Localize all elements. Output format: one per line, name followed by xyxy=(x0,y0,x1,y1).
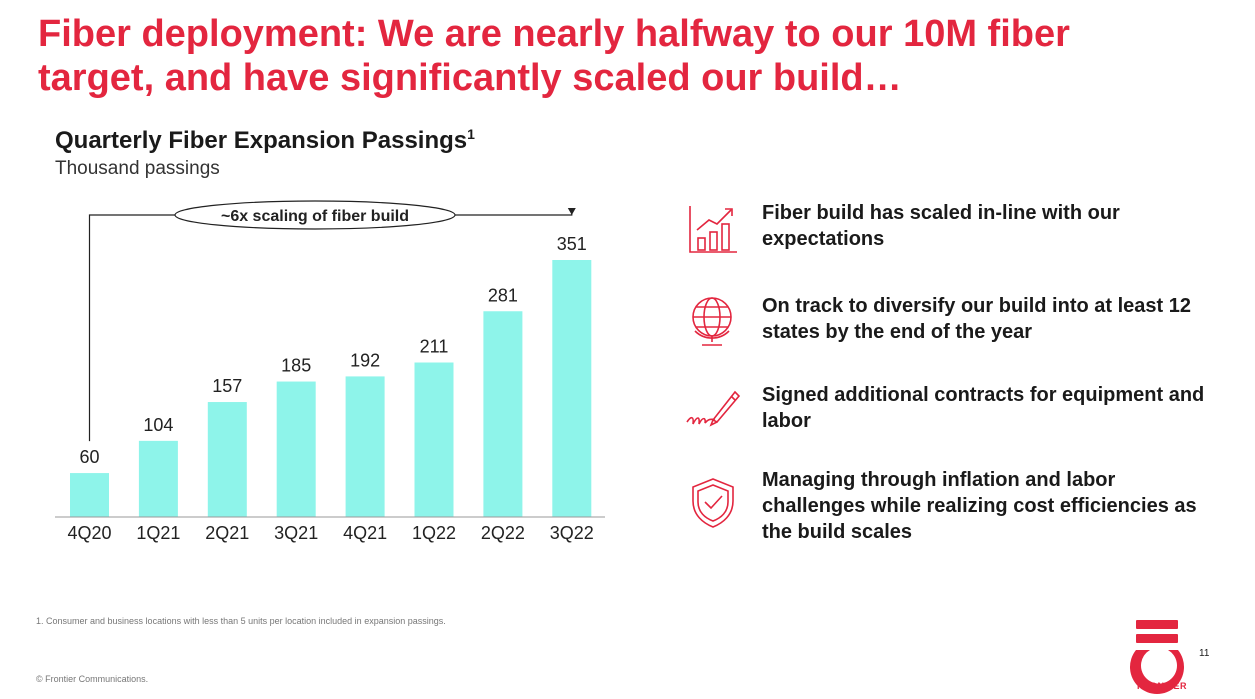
data-label-3Q21: 185 xyxy=(281,356,311,376)
key-point-2-text: On track to diversify our build into at … xyxy=(762,295,1191,343)
x-tick-4Q20: 4Q20 xyxy=(67,523,111,543)
frontier-logo xyxy=(1130,620,1184,694)
data-label-4Q20: 60 xyxy=(79,447,99,467)
data-label-2Q21: 157 xyxy=(212,376,242,396)
x-tick-3Q21: 3Q21 xyxy=(274,523,318,543)
page-number: 11 xyxy=(1199,648,1210,659)
data-label-3Q22: 351 xyxy=(557,234,587,254)
key-point-1-text: Fiber build has scaled in-line with our … xyxy=(762,202,1120,250)
bar-2Q21 xyxy=(207,402,247,517)
chart-title-text: Quarterly Fiber Expansion Passings xyxy=(55,127,468,154)
bar-4Q21 xyxy=(345,376,385,517)
callout-arrowhead xyxy=(567,208,576,215)
bar-1Q22 xyxy=(414,362,454,517)
data-label-1Q21: 104 xyxy=(143,415,173,435)
headline-rest: We are nearly halfway to our 10M fiber t… xyxy=(38,13,1070,99)
x-tick-2Q22: 2Q22 xyxy=(481,523,525,543)
callout-text: ~6x scaling of fiber build xyxy=(221,208,409,225)
chart-title-footnote-marker: 1 xyxy=(467,126,475,142)
bar-3Q21 xyxy=(276,381,316,517)
bar-1Q21 xyxy=(138,440,178,517)
x-tick-3Q22: 3Q22 xyxy=(550,523,594,543)
x-tick-2Q21: 2Q21 xyxy=(205,523,249,543)
headline-bold: Fiber deployment: xyxy=(38,13,368,55)
slide-headline: Fiber deployment: We are nearly halfway … xyxy=(38,12,1188,100)
shield-check-icon xyxy=(692,478,734,528)
bar-3Q22 xyxy=(552,260,592,517)
copyright: © Frontier Communications. xyxy=(36,674,149,684)
chart-subtitle: Thousand passings xyxy=(55,158,220,179)
growth-chart-icon xyxy=(689,206,737,253)
key-point-3-text: Signed additional contracts for equipmen… xyxy=(762,384,1205,432)
data-label-4Q21: 192 xyxy=(350,350,380,370)
data-label-2Q22: 281 xyxy=(488,285,518,305)
chart-title: Quarterly Fiber Expansion Passings1 xyxy=(55,126,475,155)
x-tick-1Q21: 1Q21 xyxy=(136,523,180,543)
bar-2Q22 xyxy=(483,311,523,517)
globe-icon xyxy=(692,297,732,346)
bar-chart: 60 4Q20 104 1Q21 157 2Q21 185 3Q21 192 4Q21 211 1Q2… xyxy=(55,200,605,543)
brand-name: FRONTIER xyxy=(1137,681,1187,691)
callout-ellipse xyxy=(174,200,456,230)
x-tick-4Q21: 4Q21 xyxy=(343,523,387,543)
signature-pen-icon xyxy=(686,390,741,427)
bar-4Q20 xyxy=(70,473,109,517)
footnote: 1. Consumer and business locations with … xyxy=(36,616,446,626)
x-tick-1Q22: 1Q22 xyxy=(412,523,456,543)
data-label-1Q22: 211 xyxy=(420,337,449,357)
key-point-4-text: Managing through inflation and labor cha… xyxy=(762,469,1197,543)
